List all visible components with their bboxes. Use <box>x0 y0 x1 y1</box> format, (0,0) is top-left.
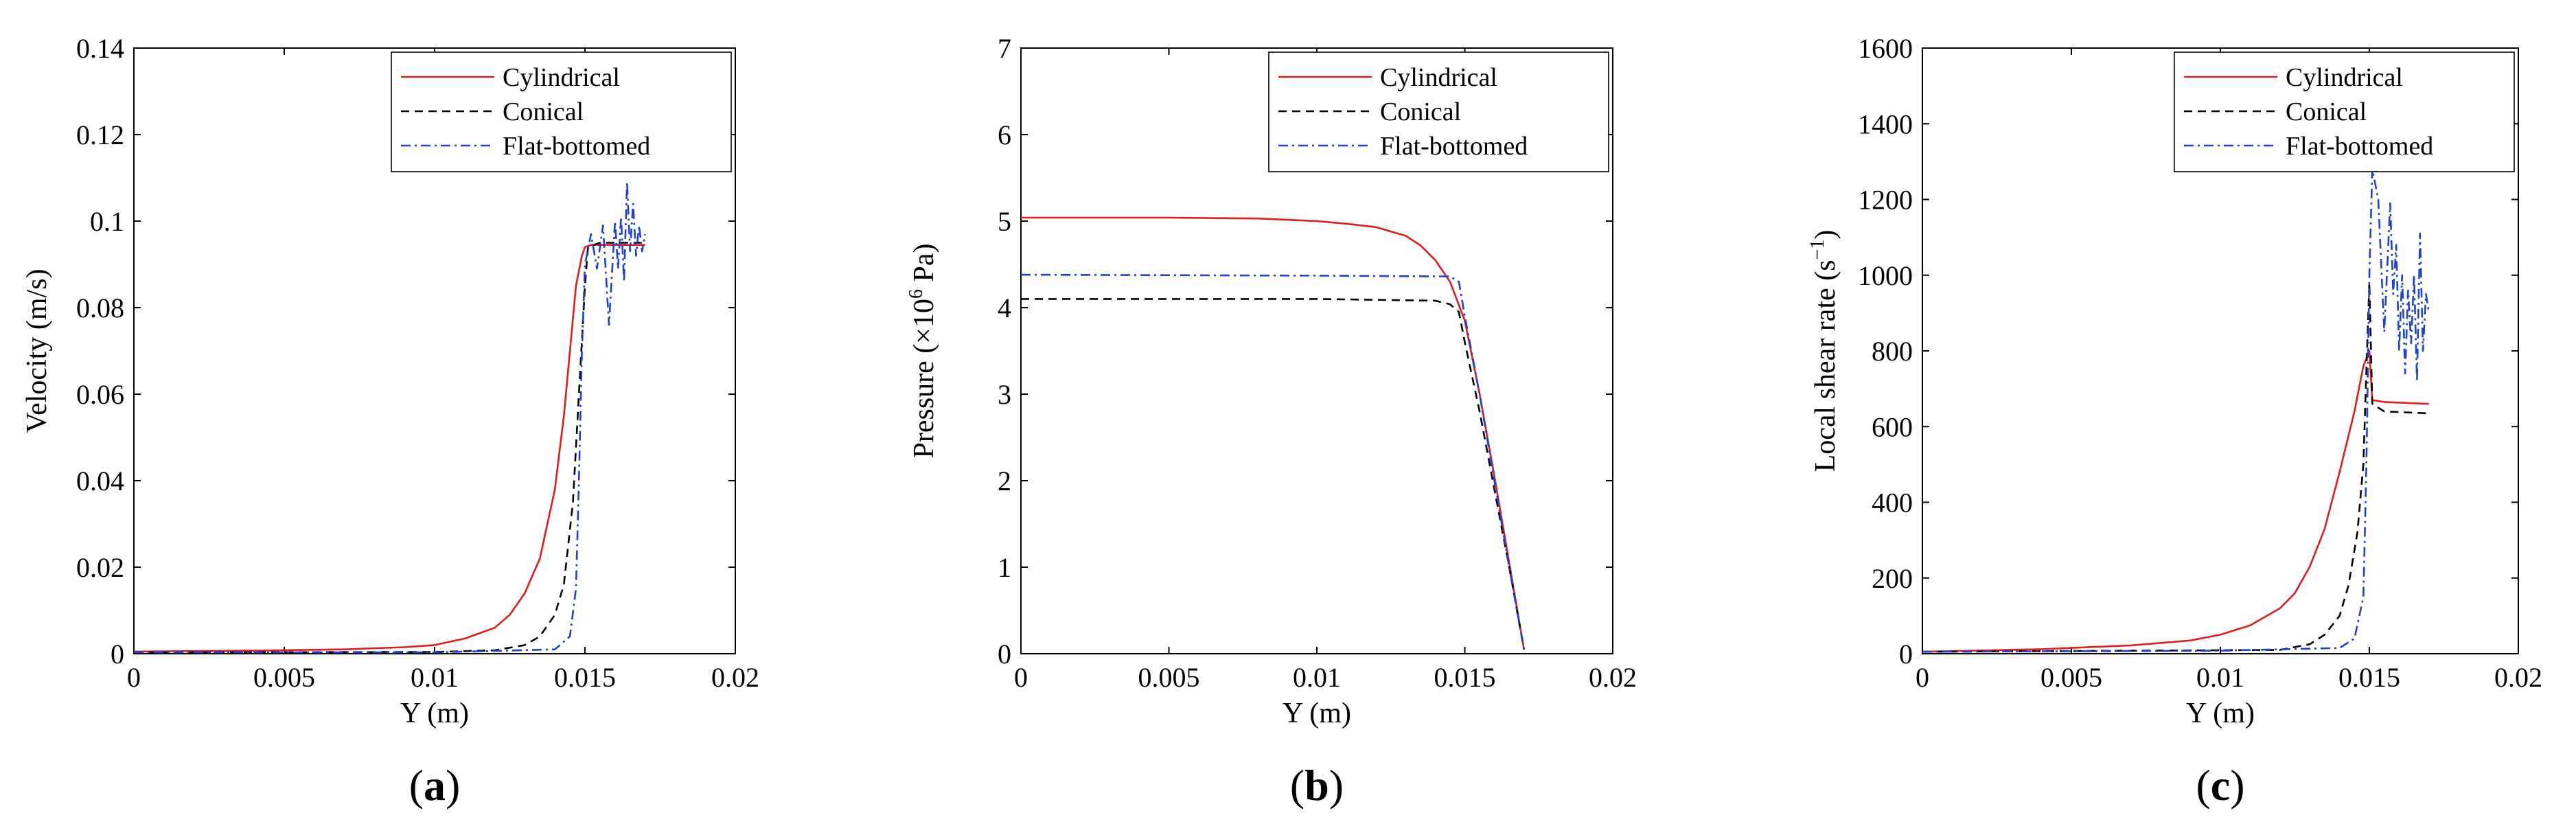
y-tick-label: 3 <box>998 379 1011 410</box>
x-tick-label: 0.01 <box>2196 662 2244 693</box>
y-tick-label: 0.08 <box>76 293 124 323</box>
x-tick-label: 0.015 <box>554 662 616 693</box>
x-tick-label: 0.015 <box>1434 662 1496 693</box>
series-group <box>1021 216 1525 650</box>
y-tick-label: 0 <box>111 639 124 670</box>
panel-label-open: ( <box>409 761 424 810</box>
panel-label-letter: b <box>1304 761 1329 810</box>
y-tick-label: 1200 <box>1858 185 1913 216</box>
y-tick-label: 1400 <box>1858 108 1913 139</box>
legend-label: Flat-bottomed <box>1380 132 1528 161</box>
series-line-conical <box>1922 282 2429 653</box>
y-axis-title: Local shear rate (s−1) <box>1807 230 1841 472</box>
x-tick-label: 0 <box>127 662 141 693</box>
series-line-conical <box>134 242 645 654</box>
y-tick-label: 200 <box>1872 563 1913 594</box>
legend: Cylindrical Conical Flat-bottomed <box>391 52 732 172</box>
y-tick-label: 0 <box>1899 639 1913 670</box>
series-line-cylindrical <box>134 244 645 653</box>
y-tick-label: 6 <box>998 119 1011 150</box>
series-group <box>134 181 646 654</box>
panel-label-open: ( <box>2196 761 2210 810</box>
panel-label-close: ) <box>2230 761 2244 810</box>
series-line-cylindrical <box>1922 350 2429 653</box>
y-axis-title-text: Pressure (×10 <box>908 299 940 458</box>
series-line-cylindrical <box>1021 216 1525 650</box>
x-tick-label: 0 <box>1916 662 1929 693</box>
legend: Cylindrical Conical Flat-bottomed <box>1268 52 1609 172</box>
legend: Cylindrical Conical Flat-bottomed <box>2174 52 2515 172</box>
legend-label: Conical <box>503 98 584 126</box>
y-axis-title: Pressure (×106 Pa) <box>906 244 940 459</box>
y-tick-label: 0.12 <box>76 119 124 150</box>
y-axis-title-superscript: 6 <box>906 289 927 299</box>
legend-label: Conical <box>2286 98 2367 126</box>
panel-label: (c) <box>2196 761 2244 810</box>
panel-label: (a) <box>409 761 461 810</box>
x-tick-label: 0.005 <box>253 662 315 693</box>
x-axis-title: Y (m) <box>2186 698 2255 729</box>
legend-label: Flat-bottomed <box>2286 132 2433 161</box>
legend-label: Cylindrical <box>2286 63 2403 92</box>
y-axis-title-unit: Pa) <box>908 244 940 290</box>
legend-label: Flat-bottomed <box>503 132 650 161</box>
chart-panel-c: 0 0.005 0.01 0.015 0.02 0 200 400 600 800 1000 1200… <box>1807 33 2542 810</box>
y-axis-title: Velocity (m/s) <box>21 268 53 433</box>
y-tick-label: 0.14 <box>76 33 124 64</box>
panel-label-close: ) <box>446 761 460 810</box>
series-line-conical <box>1021 298 1525 650</box>
y-axis-title-superscript: −1 <box>1807 240 1828 260</box>
legend-box <box>391 52 732 172</box>
panel-label-close: ) <box>1329 761 1344 810</box>
chart-panel-a: 0 0.005 0.01 0.015 0.02 0 0.02 0.04 0.06 0.08 0.1 0… <box>21 33 759 810</box>
x-tick-label: 0.005 <box>1138 662 1200 693</box>
y-tick-label: 400 <box>1872 488 1913 518</box>
y-tick-label: 2 <box>998 466 1011 496</box>
series-line-flat-bottomed <box>1021 273 1525 650</box>
x-tick-label: 0.01 <box>1293 662 1341 693</box>
x-tick-label: 0.02 <box>711 662 759 693</box>
y-tick-label: 7 <box>998 33 1011 64</box>
x-tick-label: 0.02 <box>1589 662 1637 693</box>
series-group <box>1922 168 2430 653</box>
y-tick-label: 0.1 <box>90 206 124 237</box>
y-tick-label: 1000 <box>1858 260 1913 291</box>
chart-panel-b: 0 0.005 0.01 0.015 0.02 0 1 2 3 4 5 6 7 Y (m) Pressure… <box>906 33 1637 810</box>
y-tick-label: 600 <box>1872 411 1913 442</box>
panel-label: (b) <box>1290 761 1344 810</box>
y-axis-title-text: Local shear rate (s <box>1810 260 1841 472</box>
y-tick-label: 0.04 <box>76 466 124 496</box>
y-tick-label: 1600 <box>1858 33 1913 64</box>
y-tick-label: 0 <box>998 639 1011 670</box>
x-tick-label: 0.02 <box>2494 662 2542 693</box>
x-tick-label: 0.01 <box>411 662 459 693</box>
panel-label-open: ( <box>1290 761 1304 810</box>
y-tick-label: 0.06 <box>76 379 124 410</box>
legend-label: Cylindrical <box>1380 63 1497 92</box>
y-tick-label: 4 <box>998 293 1011 323</box>
y-tick-label: 800 <box>1872 336 1913 367</box>
legend-label: Conical <box>1380 98 1461 126</box>
y-tick-label: 5 <box>998 206 1011 237</box>
y-axis-title-unit: ) <box>1810 230 1841 240</box>
x-axis-title: Y (m) <box>400 698 469 729</box>
x-tick-label: 0.015 <box>2338 662 2400 693</box>
x-axis-title: Y (m) <box>1283 698 1351 729</box>
series-line-flat-bottomed <box>1922 168 2430 653</box>
panel-label-letter: a <box>424 761 446 810</box>
series-line-flat-bottomed <box>134 181 646 654</box>
legend-label: Cylindrical <box>503 63 620 92</box>
y-tick-label: 1 <box>998 552 1011 583</box>
x-tick-label: 0 <box>1014 662 1028 693</box>
x-tick-label: 0.005 <box>2040 662 2102 693</box>
panel-label-letter: c <box>2211 761 2230 810</box>
y-tick-label: 0.02 <box>76 552 124 583</box>
